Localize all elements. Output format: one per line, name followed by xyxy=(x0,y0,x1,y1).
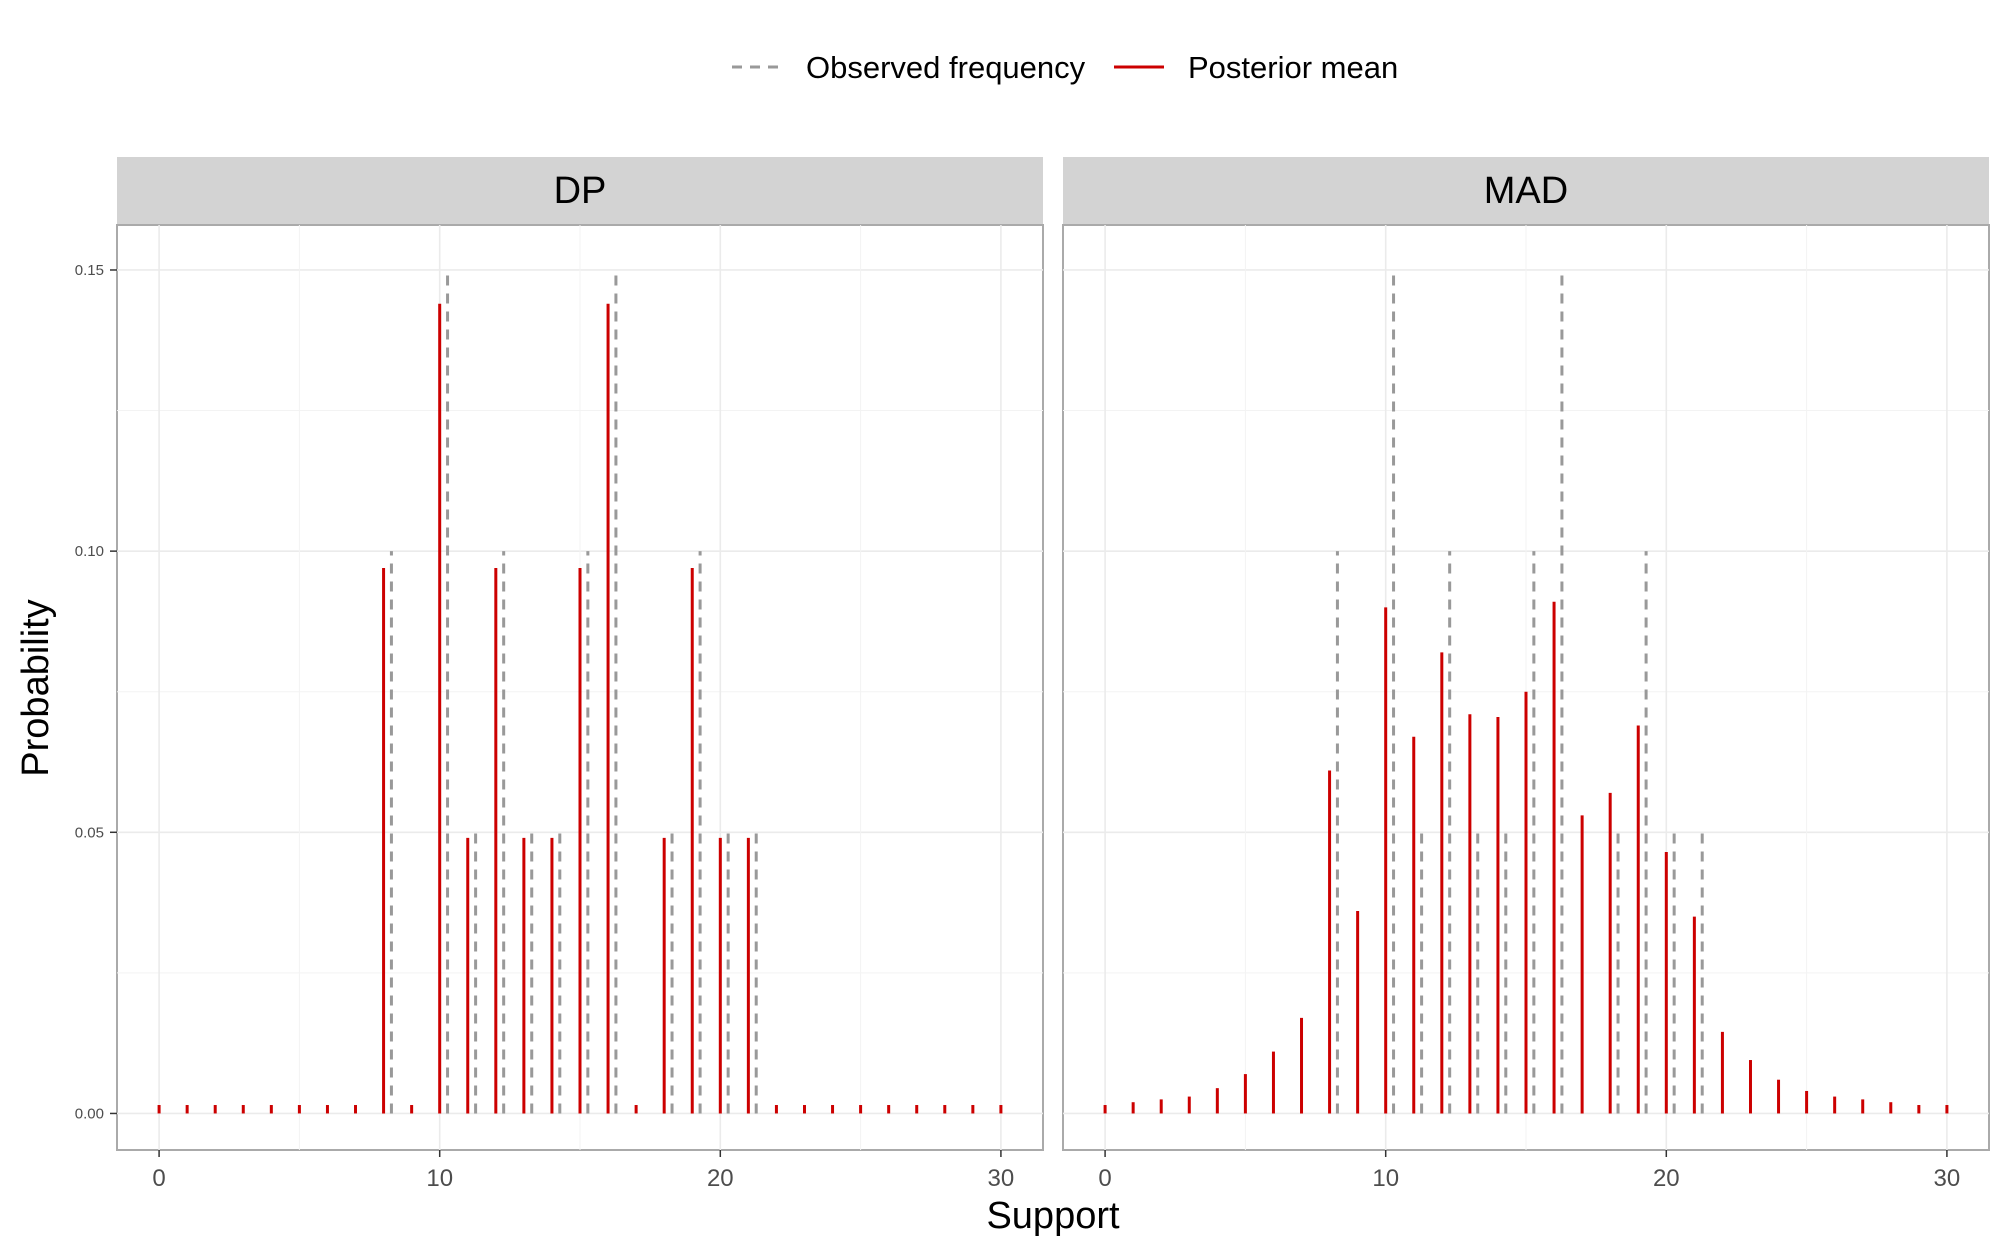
panel-mad-strip xyxy=(1063,157,1989,225)
panel-dp-title: DP xyxy=(554,170,607,212)
y-tick-label: 0.05 xyxy=(75,824,104,841)
x-tick-label: 10 xyxy=(426,1165,453,1192)
panel-mad-marks xyxy=(1103,269,1949,1114)
x-tick-label: 0 xyxy=(1098,1165,1111,1192)
x-axis-title: Support xyxy=(986,1195,1120,1237)
y-axis-title: Probability xyxy=(15,599,57,776)
panel-mad-title: MAD xyxy=(1484,170,1568,212)
panel-dp: DP xyxy=(116,157,1044,1151)
x-tick-label: 30 xyxy=(1934,1165,1961,1192)
legend: Observed frequency Posterior mean xyxy=(732,50,1398,85)
legend-label-posterior-mean: Posterior mean xyxy=(1188,50,1398,85)
x-tick-label: 20 xyxy=(707,1165,734,1192)
y-tick-label: 0.00 xyxy=(75,1105,104,1122)
y-axis: 0.00 0.05 0.10 0.15 xyxy=(75,262,117,1122)
panel-mad-x-axis: 0 10 20 30 xyxy=(1098,1150,1960,1192)
panel-dp-x-axis: 0 10 20 30 xyxy=(152,1150,1014,1192)
y-tick-label: 0.10 xyxy=(75,543,104,560)
panel-dp-marks xyxy=(157,269,1003,1114)
legend-label-observed-frequency: Observed frequency xyxy=(806,50,1086,85)
x-tick-label: 10 xyxy=(1372,1165,1399,1192)
y-tick-label: 0.15 xyxy=(75,262,104,279)
panel-mad: MAD xyxy=(1062,157,1990,1151)
x-tick-label: 20 xyxy=(1653,1165,1680,1192)
panel-dp-strip xyxy=(117,157,1043,225)
x-tick-label: 0 xyxy=(152,1165,165,1192)
x-tick-label: 30 xyxy=(988,1165,1015,1192)
